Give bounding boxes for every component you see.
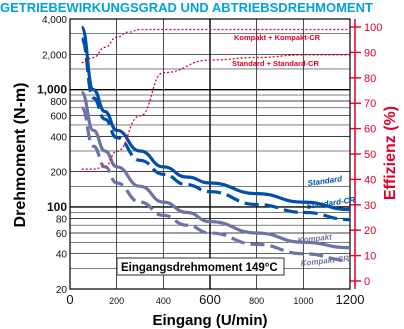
major-grid	[70, 18, 350, 290]
series-line-2	[80, 90, 351, 250]
series-line-4	[81, 28, 350, 64]
x-tick-label: 600	[199, 292, 221, 307]
label-standard-efficiency: Standard + Standard-CR	[232, 59, 319, 68]
right-tick-label: 10	[364, 251, 376, 263]
y-tick-label: 2,000	[42, 50, 67, 61]
y-tick-label: 200	[50, 168, 67, 179]
y-tick-label: 60	[56, 229, 68, 240]
label-kompakt-efficiency: Kompakt + Kompakt-CR	[234, 33, 321, 42]
series-line-0	[80, 25, 351, 212]
series-lines	[80, 25, 351, 263]
y2-axis-title: Effizienz (%)	[382, 106, 399, 200]
right-tick-label: 50	[364, 149, 376, 161]
right-tick-label: 90	[364, 47, 376, 59]
right-tick-label: 60	[364, 124, 376, 136]
right-tick-label: 30	[364, 200, 376, 212]
y-tick-label: 80	[56, 214, 68, 225]
x-tick-label: 1200	[336, 292, 365, 307]
right-tick-label: 70	[364, 98, 376, 110]
y-tick-label: 400	[50, 132, 67, 143]
chart-title: GETRIEBEWIRKUNGSGRAD UND ABTRIEBSDREHMOM…	[0, 0, 373, 15]
right-tick-label: 0	[364, 276, 370, 288]
y-tick-label: 40	[56, 250, 68, 261]
right-tick-label: 100	[364, 22, 382, 34]
x-tick-label: 800	[249, 296, 264, 306]
right-tick-marks	[349, 26, 361, 282]
right-tick-label: 80	[364, 73, 376, 85]
x-tick-labels: 0 200 400 600 800 1000 1200	[66, 292, 364, 307]
y-tick-label: 4,000	[42, 15, 67, 26]
x-tick-label: 400	[156, 296, 171, 306]
annotation-box	[116, 257, 285, 276]
y-tick-label: 100	[47, 200, 67, 214]
series-line-3	[80, 106, 351, 263]
x-axis-title: Eingang (U/min)	[153, 312, 268, 329]
y-axis-title: Drehmoment (N-m)	[12, 83, 29, 228]
y-tick-label: 800	[50, 97, 67, 108]
x-tick-label: 0	[66, 292, 73, 307]
x-tick-label: 200	[109, 296, 124, 306]
series-line-5	[81, 54, 350, 170]
y-tick-label: 1,000	[37, 83, 67, 97]
annotation-text: Eingangsdrehmoment 149°C	[121, 262, 278, 274]
right-tick-label: 40	[364, 174, 376, 186]
right-tick-label: 20	[364, 225, 376, 237]
y-tick-label: 600	[50, 112, 67, 123]
label-kompakt: Kompakt	[297, 232, 332, 245]
series-line-1	[80, 37, 351, 222]
y-tick-label: 20	[56, 285, 68, 296]
x-tick-label: 1000	[293, 296, 313, 306]
